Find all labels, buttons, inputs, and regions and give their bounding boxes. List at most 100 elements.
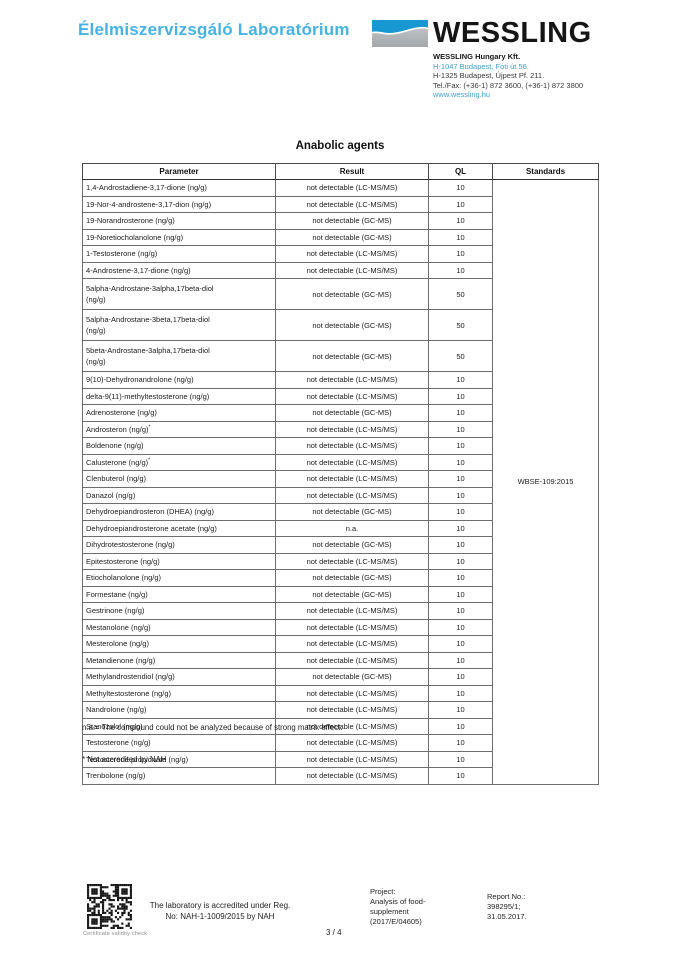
result-cell: n.a. — [275, 519, 429, 537]
result-cell: not detectable (GC-MS) — [275, 228, 429, 246]
table-row: Danazol (ng/g) not detectable (LC-MS/MS) 1… — [82, 486, 599, 504]
table-row: 9(10)-Dehydronandrolone (ng/g) not detect… — [82, 371, 599, 389]
parameter-cell: Mestanolone (ng/g) — [82, 618, 276, 636]
result-cell: not detectable (LC-MS/MS) — [275, 371, 429, 389]
table-header-row: Parameter Result QL Standards — [82, 163, 599, 180]
parameter-cell: Dehydroepiandrosteron (DHEA) (ng/g) — [82, 503, 276, 521]
result-cell: not detectable (LC-MS/MS) — [275, 387, 429, 405]
ql-cell: 10 — [428, 195, 493, 213]
table-row: Dihydrotestosterone (ng/g) not detectable… — [82, 536, 599, 554]
report-date: 31.05.2017. — [487, 912, 527, 921]
result-cell: not detectable (LC-MS/MS) — [275, 261, 429, 279]
ql-cell: 10 — [428, 212, 493, 230]
ql-cell: 10 — [428, 404, 493, 422]
parameter-cell: Trenbolone (ng/g) — [82, 767, 276, 785]
results-table-body: 1,4-Androstadiene-3,17-dione (ng/g) not d… — [82, 179, 599, 785]
parameter-cell: 9(10)-Dehydronandrolone (ng/g) — [82, 371, 276, 389]
parameter-cell: Formestane (ng/g) — [82, 585, 276, 603]
page-number: 3 / 4 — [326, 928, 342, 937]
ql-cell: 10 — [428, 486, 493, 504]
results-table: Parameter Result QL Standards 1,4-Andros… — [82, 163, 599, 785]
lab-title: Élelmiszervizsgáló Laboratórium — [78, 20, 350, 39]
result-cell: not detectable (GC-MS) — [275, 404, 429, 422]
parameter-cell: 5alpha-Androstane-3alpha,17beta-diol (ng… — [82, 278, 276, 310]
table-row: 5beta-Androstane-3alpha,17beta-diol (ng/… — [82, 340, 599, 372]
result-cell: not detectable (LC-MS/MS) — [275, 179, 429, 197]
company-address-block: WESSLING Hungary Kft. H-1047 Budapest, F… — [433, 52, 583, 100]
result-cell: not detectable (LC-MS/MS) — [275, 195, 429, 213]
parameter-cell: Testosterone (ng/g) — [82, 734, 276, 752]
result-cell: not detectable (LC-MS/MS) — [275, 486, 429, 504]
parameter-cell: Calusterone (ng/g)* — [82, 453, 276, 471]
accreditation-line-2: No: NAH-1-1009/2015 by NAH — [165, 911, 275, 921]
result-cell: not detectable (GC-MS) — [275, 585, 429, 603]
table-row: Clenbuterol (ng/g) not detectable (LC-MS/… — [82, 470, 599, 488]
result-cell: not detectable (GC-MS) — [275, 569, 429, 587]
table-row: 4-Androstene-3,17-dione (ng/g) not detect… — [82, 261, 599, 279]
parameter-cell: Gestrinone (ng/g) — [82, 602, 276, 620]
parameter-cell: Dehydroepiandrosterone acetate (ng/g) — [82, 519, 276, 537]
ql-cell: 10 — [428, 503, 493, 521]
ql-cell: 10 — [428, 602, 493, 620]
parameter-cell: Danazol (ng/g) — [82, 486, 276, 504]
result-cell: not detectable (GC-MS) — [275, 668, 429, 686]
ql-cell: 10 — [428, 261, 493, 279]
parameter-cell: 19-Noretiocholanolone (ng/g) — [82, 228, 276, 246]
qr-code — [87, 884, 132, 929]
parameter-cell: 19-Nor-4-androstene-3,17-dion (ng/g) — [82, 195, 276, 213]
website-link: www.wessling.hu — [433, 90, 491, 100]
ql-cell: 10 — [428, 750, 493, 768]
ql-cell: 10 — [428, 767, 493, 785]
ql-cell: 10 — [428, 371, 493, 389]
qr-caption: Certificate validity check — [83, 931, 148, 937]
parameter-cell: Dihydrotestosterone (ng/g) — [82, 536, 276, 554]
result-cell: not detectable (LC-MS/MS) — [275, 734, 429, 752]
wessling-wave-icon — [372, 20, 428, 47]
table-row: Metandienone (ng/g) not detectable (LC-MS… — [82, 651, 599, 669]
parameter-cell: Methylandrostendiol (ng/g) — [82, 668, 276, 686]
parameter-cell: 5alpha-Androstane-3beta,17beta-diol (ng/… — [82, 309, 276, 341]
section-title: Anabolic agents — [295, 140, 385, 152]
parameter-cell: Metandienone (ng/g) — [82, 651, 276, 669]
col-header-parameter: Parameter — [82, 163, 276, 180]
ql-cell: 10 — [428, 470, 493, 488]
result-cell: not detectable (LC-MS/MS) — [275, 245, 429, 263]
address-line-1: H-1047 Budapest, Fóti út 56. — [433, 61, 529, 71]
parameter-cell: Epitestosterone (ng/g) — [82, 552, 276, 570]
ql-cell: 10 — [428, 585, 493, 603]
result-cell: not detectable (GC-MS) — [275, 212, 429, 230]
table-row: Calusterone (ng/g)* not detectable (LC-MS… — [82, 453, 599, 471]
table-row: Nandrolone (ng/g) not detectable (LC-MS/M… — [82, 701, 599, 719]
asterisk-footnote: * Not accredited by NAH — [82, 755, 167, 764]
parameter-cell: 19-Norandrosterone (ng/g) — [82, 212, 276, 230]
address-line-2: H-1325 Budapest, Újpest Pf. 211. — [433, 71, 545, 81]
result-cell: not detectable (GC-MS) — [275, 503, 429, 521]
report-block: Report No.: 398295/1; 31.05.2017. — [487, 892, 527, 922]
ql-cell: 10 — [428, 437, 493, 455]
result-cell: not detectable (GC-MS) — [275, 278, 429, 310]
parameter-cell: delta-9(11)-methyltestosterone (ng/g) — [82, 387, 276, 405]
ql-cell: 10 — [428, 618, 493, 636]
na-footnote: n.a.= The compound could not be analyzed… — [82, 723, 343, 732]
ql-cell: 10 — [428, 717, 493, 735]
project-line-2: supplement — [370, 907, 409, 916]
result-cell: not detectable (LC-MS/MS) — [275, 470, 429, 488]
ql-cell: 50 — [428, 278, 493, 310]
tel-fax-line: Tel./Fax: (+36-1) 872 3600, (+36-1) 872 … — [433, 80, 584, 90]
col-header-standards: Standards — [492, 163, 599, 180]
not-accredited-mark: * — [148, 424, 151, 431]
ql-cell: 10 — [428, 651, 493, 669]
result-cell: not detectable (LC-MS/MS) — [275, 651, 429, 669]
table-row: Boldenone (ng/g) not detectable (LC-MS/MS… — [82, 437, 599, 455]
ql-cell: 10 — [428, 536, 493, 554]
table-row: 19-Noretiocholanolone (ng/g) not detectab… — [82, 228, 599, 246]
wessling-wordmark: WESSLING — [433, 17, 592, 49]
result-cell: not detectable (LC-MS/MS) — [275, 701, 429, 719]
result-cell: not detectable (GC-MS) — [275, 309, 429, 341]
result-cell: not detectable (LC-MS/MS) — [275, 420, 429, 438]
report-number: 398295/1; — [487, 902, 521, 911]
result-cell: not detectable (LC-MS/MS) — [275, 767, 429, 785]
ql-cell: 10 — [428, 420, 493, 438]
ql-cell: 10 — [428, 701, 493, 719]
result-cell: not detectable (LC-MS/MS) — [275, 453, 429, 471]
